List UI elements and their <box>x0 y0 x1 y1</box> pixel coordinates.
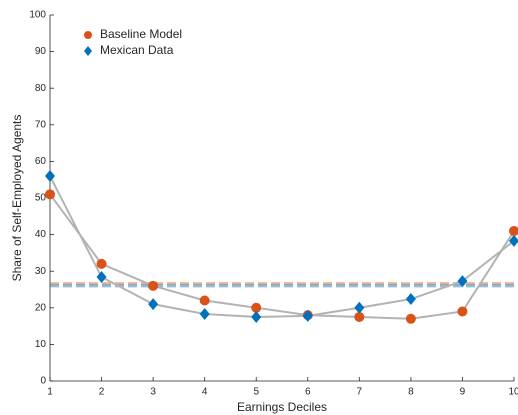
data-point <box>199 295 210 306</box>
data-point <box>45 170 55 183</box>
data-point <box>457 275 468 288</box>
y-tick-label: 40 <box>35 229 47 240</box>
y-tick-label: 20 <box>35 302 47 313</box>
data-point <box>405 313 416 324</box>
data-point <box>354 311 365 322</box>
x-tick-label: 2 <box>99 387 105 398</box>
y-axis-title: Share of Self-Employed Agents <box>10 115 24 282</box>
data-point <box>199 308 210 321</box>
x-tick-label: 10 <box>508 387 518 398</box>
data-point <box>148 298 159 311</box>
series-line <box>49 193 515 320</box>
x-tick-label: 6 <box>305 387 311 398</box>
data-point <box>405 293 416 306</box>
x-axis-title: Earnings Deciles <box>237 400 327 414</box>
y-tick-label: 60 <box>35 156 47 167</box>
legend-label: Mexican Data <box>100 43 174 57</box>
data-point <box>96 258 107 269</box>
data-point <box>148 280 159 291</box>
data-point <box>509 225 518 236</box>
x-tick-label: 5 <box>253 387 259 398</box>
x-tick-label: 9 <box>460 387 466 398</box>
x-tick-label: 3 <box>150 387 156 398</box>
series-line <box>49 175 515 318</box>
y-tick-label: 30 <box>35 266 47 277</box>
data-point <box>354 301 365 314</box>
data-point <box>96 271 107 284</box>
y-tick-label: 70 <box>35 119 47 130</box>
x-tick-label: 8 <box>408 387 414 398</box>
y-tick-label: 0 <box>40 376 46 387</box>
legend-marker <box>84 46 92 56</box>
y-tick-label: 100 <box>29 10 46 21</box>
legend-label: Baseline Model <box>100 27 182 41</box>
y-tick-label: 50 <box>35 193 47 204</box>
x-tick-label: 7 <box>357 387 363 398</box>
x-tick-label: 1 <box>47 387 53 398</box>
y-tick-label: 80 <box>35 83 47 94</box>
data-point <box>251 302 262 313</box>
legend-marker <box>84 31 92 39</box>
y-tick-label: 90 <box>35 46 47 57</box>
x-tick-label: 4 <box>202 387 208 398</box>
data-point <box>302 309 313 322</box>
y-tick-label: 10 <box>35 339 47 350</box>
data-point <box>45 189 55 200</box>
data-point <box>509 234 518 247</box>
data-point <box>251 310 262 323</box>
data-point <box>457 306 468 317</box>
